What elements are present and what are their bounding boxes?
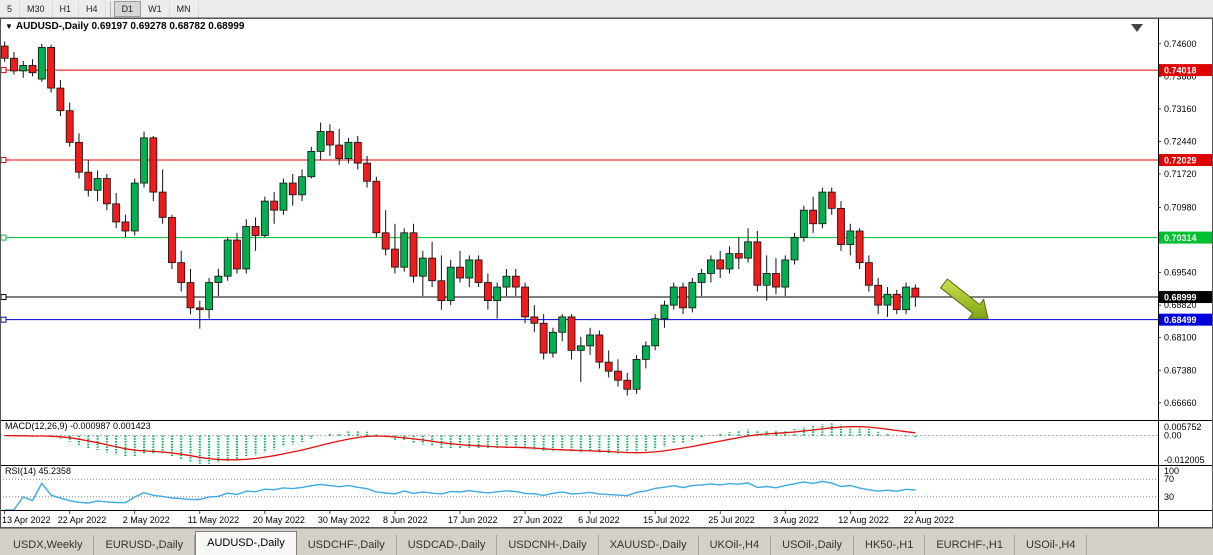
price-badges: 0.74018 0.72029 0.70314 0.68999 0.68499 xyxy=(1159,64,1212,326)
svg-text:13 Apr 2022: 13 Apr 2022 xyxy=(2,515,51,525)
svg-text:0.68820: 0.68820 xyxy=(1164,300,1197,310)
chart-tab-audusd-daily[interactable]: AUDUSD-,Daily xyxy=(195,531,297,555)
timeframe-button-h1[interactable]: H1 xyxy=(53,0,80,17)
hline-handle xyxy=(0,67,7,74)
svg-text:3 Aug 2022: 3 Aug 2022 xyxy=(773,515,819,525)
svg-text:22 Apr 2022: 22 Apr 2022 xyxy=(58,515,107,525)
chart-window-tabbar: USDX,Weekly EURUSD-,Daily AUDUSD-,Daily USD… xyxy=(0,528,1213,555)
svg-text:0.67380: 0.67380 xyxy=(1164,365,1197,375)
toolbar-group-divider xyxy=(106,0,111,17)
svg-text:25 Jul 2022: 25 Jul 2022 xyxy=(708,515,755,525)
svg-text:11 May 2022: 11 May 2022 xyxy=(188,515,239,525)
svg-text:15 Jul 2022: 15 Jul 2022 xyxy=(643,515,690,525)
svg-text:0.71720: 0.71720 xyxy=(1164,169,1197,179)
svg-text:22 Aug 2022: 22 Aug 2022 xyxy=(903,515,954,525)
svg-text:0.66660: 0.66660 xyxy=(1164,398,1197,408)
price-badge[interactable] xyxy=(1159,313,1212,326)
svg-text:0.72029: 0.72029 xyxy=(1164,156,1197,166)
hline-handle xyxy=(0,294,7,301)
svg-text:27 Jun 2022: 27 Jun 2022 xyxy=(513,515,563,525)
chart-tab-usdchf-daily[interactable]: USDCHF-,Daily xyxy=(297,535,397,555)
timeframe-button-d1[interactable]: D1 xyxy=(113,0,142,17)
chart-tab-usoil-h4[interactable]: USOil-,H4 xyxy=(1015,535,1088,555)
svg-text:17 Jun 2022: 17 Jun 2022 xyxy=(448,515,498,525)
timeframe-toolbar: 5 M30 H1 H4 D1 W1 MN xyxy=(0,0,1213,18)
svg-text:-0.012005: -0.012005 xyxy=(1164,455,1205,465)
svg-text:0.00: 0.00 xyxy=(1164,431,1182,441)
svg-text:12 Aug 2022: 12 Aug 2022 xyxy=(838,515,889,525)
chart-tab-eurchf-h1[interactable]: EURCHF-,H1 xyxy=(925,535,1015,555)
hline-handle xyxy=(0,157,7,164)
chart-shift-marker-icon xyxy=(1131,24,1143,32)
svg-text:6 Jul 2022: 6 Jul 2022 xyxy=(578,515,620,525)
svg-text:0.70980: 0.70980 xyxy=(1164,202,1197,212)
time-axis[interactable]: 13 Apr 2022 22 Apr 2022 2 May 2022 11 May 2… xyxy=(2,510,954,526)
svg-text:0.74600: 0.74600 xyxy=(1164,39,1197,49)
svg-text:30: 30 xyxy=(1164,492,1174,502)
svg-text:0.73880: 0.73880 xyxy=(1164,71,1197,81)
chart-tab-hk50-h1[interactable]: HK50-,H1 xyxy=(854,535,926,555)
svg-text:0.72440: 0.72440 xyxy=(1164,136,1197,146)
svg-text:0.69540: 0.69540 xyxy=(1164,268,1197,278)
svg-text:0.68100: 0.68100 xyxy=(1164,333,1197,343)
hline-handle xyxy=(0,234,7,241)
timeframe-button-5[interactable]: 5 xyxy=(0,0,21,17)
candles-layer xyxy=(0,41,920,396)
svg-text:0.68999: 0.68999 xyxy=(1164,293,1197,303)
chart-tab-ukoil-h4[interactable]: UKOil-,H4 xyxy=(699,535,772,555)
svg-text:0.005752: 0.005752 xyxy=(1164,422,1202,432)
svg-text:8 Jun 2022: 8 Jun 2022 xyxy=(383,515,428,525)
svg-text:100: 100 xyxy=(1164,466,1179,476)
price-chart[interactable]: 0.74600 0.73880 0.73160 0.72440 0.71720 0.709… xyxy=(0,18,1213,528)
chart-tab-xauusd-daily[interactable]: XAUUSD-,Daily xyxy=(599,535,699,555)
timeframe-button-mn[interactable]: MN xyxy=(170,0,199,17)
timeframe-button-m30[interactable]: M30 xyxy=(20,0,53,17)
timeframe-button-h4[interactable]: H4 xyxy=(79,0,106,17)
svg-text:70: 70 xyxy=(1164,474,1174,484)
chart-tab-usdcad-daily[interactable]: USDCAD-,Daily xyxy=(397,535,498,555)
chart-tab-usdcnh-daily[interactable]: USDCNH-,Daily xyxy=(497,535,599,555)
svg-text:0.74018: 0.74018 xyxy=(1164,66,1197,76)
down-arrow-annotation-icon[interactable] xyxy=(939,278,989,319)
svg-text:0.70314: 0.70314 xyxy=(1164,233,1197,243)
svg-text:30 May 2022: 30 May 2022 xyxy=(318,515,370,525)
svg-text:2 May 2022: 2 May 2022 xyxy=(123,515,170,525)
price-badge[interactable] xyxy=(1159,64,1212,77)
price-badge[interactable] xyxy=(1159,291,1212,304)
svg-text:20 May 2022: 20 May 2022 xyxy=(253,515,305,525)
price-badge[interactable] xyxy=(1159,154,1212,167)
chart-tab-usdx-weekly[interactable]: USDX,Weekly xyxy=(2,535,95,555)
price-badge[interactable] xyxy=(1159,231,1212,244)
hline-handle xyxy=(0,316,7,323)
chart-tab-eurusd-daily[interactable]: EURUSD-,Daily xyxy=(94,535,196,555)
timeframe-button-w1[interactable]: W1 xyxy=(141,0,170,17)
svg-text:0.73160: 0.73160 xyxy=(1164,104,1197,114)
svg-text:0.68499: 0.68499 xyxy=(1164,315,1197,325)
chart-tab-usoil-daily[interactable]: USOil-,Daily xyxy=(771,535,855,555)
